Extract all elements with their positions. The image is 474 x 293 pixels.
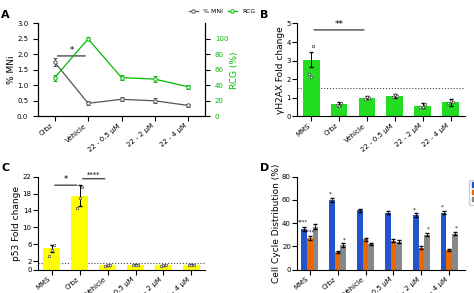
Bar: [329, 200, 335, 270]
Bar: [155, 265, 172, 270]
Bar: [442, 102, 459, 116]
Bar: [385, 213, 391, 270]
Text: A: A: [1, 9, 10, 20]
Bar: [99, 265, 116, 270]
Bar: [183, 265, 200, 270]
Legend: % MNi, RCG: % MNi, RCG: [186, 6, 258, 16]
Y-axis label: γH2AX Fold change: γH2AX Fold change: [276, 26, 285, 114]
Bar: [301, 229, 307, 270]
Bar: [335, 252, 340, 270]
Bar: [452, 234, 457, 270]
Bar: [363, 239, 368, 270]
Bar: [358, 98, 375, 116]
Text: *: *: [64, 176, 68, 185]
Text: **: **: [335, 20, 344, 29]
Bar: [396, 242, 402, 270]
Bar: [424, 235, 429, 270]
Text: *: *: [455, 226, 457, 231]
Bar: [340, 245, 346, 270]
Text: ****: ****: [298, 220, 308, 225]
Text: *: *: [343, 237, 346, 242]
Text: C: C: [1, 163, 9, 173]
Bar: [419, 248, 424, 270]
Bar: [127, 265, 144, 270]
Bar: [72, 196, 88, 270]
Y-axis label: % MNi: % MNi: [7, 56, 16, 84]
Text: B: B: [260, 9, 269, 20]
Bar: [307, 238, 312, 270]
Y-axis label: RCG (%): RCG (%): [230, 51, 239, 88]
Text: *: *: [441, 205, 444, 210]
Bar: [44, 248, 60, 270]
Bar: [303, 60, 319, 116]
Bar: [391, 241, 396, 270]
Y-axis label: p53 Fold change: p53 Fold change: [12, 186, 21, 260]
Text: *: *: [427, 227, 429, 232]
Bar: [357, 210, 363, 270]
Text: *: *: [329, 191, 332, 196]
Y-axis label: Cell Cycle Distribution (%): Cell Cycle Distribution (%): [272, 163, 281, 283]
Text: D: D: [260, 163, 270, 173]
Bar: [312, 226, 318, 270]
Text: *: *: [69, 46, 73, 55]
Bar: [447, 250, 452, 270]
Text: ****: ****: [305, 230, 315, 235]
Text: *: *: [413, 207, 416, 212]
Bar: [386, 96, 403, 116]
Legend: G1, S, G2/M: G1, S, G2/M: [469, 180, 474, 205]
Bar: [441, 213, 447, 270]
Text: ****: ****: [87, 172, 100, 178]
Bar: [331, 104, 347, 116]
Bar: [413, 215, 419, 270]
Bar: [414, 105, 431, 116]
Bar: [368, 244, 374, 270]
